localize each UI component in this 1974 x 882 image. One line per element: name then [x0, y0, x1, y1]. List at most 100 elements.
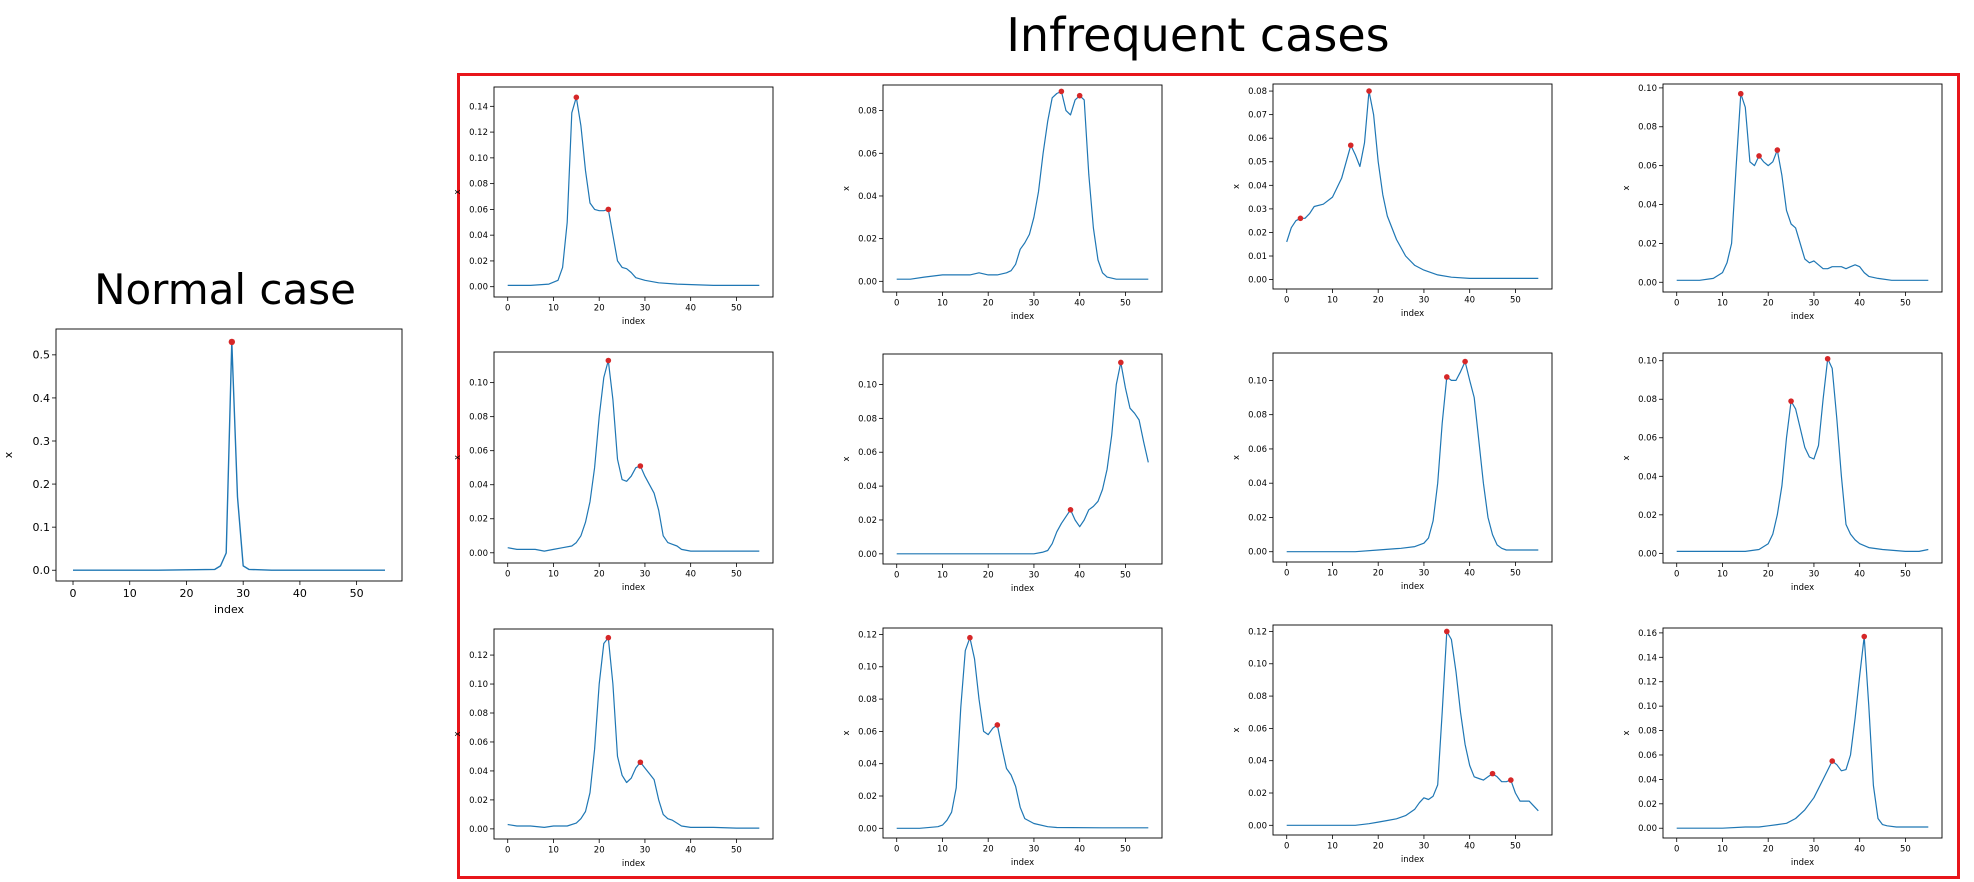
- x-tick-label: 40: [1854, 299, 1865, 309]
- series-line: [1676, 358, 1929, 552]
- y-tick-label: 0.00: [1248, 548, 1267, 558]
- y-tick-label: 0.12: [1638, 678, 1657, 688]
- y-tick-label: 0.08: [1248, 692, 1267, 702]
- series-line: [1286, 90, 1539, 279]
- x-tick-label: 20: [983, 845, 994, 855]
- subplot-r3c3: 0 10 20 30 40 50 0.00 0.02 0.04 0.06 0.08 0.10 0.12 i…: [1232, 624, 1553, 865]
- y-tick-label: 0.07: [1248, 111, 1267, 121]
- y-tick-label: 0.02: [858, 792, 877, 802]
- x-tick-label: 0: [1284, 842, 1289, 852]
- peak-marker: [994, 722, 1001, 728]
- x-tick-label: 10: [548, 304, 559, 314]
- y-tick-label: 0.04: [1248, 479, 1267, 489]
- y-tick-label: 0.00: [1248, 821, 1267, 831]
- y-tick-label: 0.04: [858, 192, 877, 202]
- peak-marker: [1774, 147, 1781, 153]
- y-tick-label: 0.10: [1248, 376, 1267, 386]
- plot-frame: [493, 628, 774, 840]
- series-line: [507, 359, 760, 552]
- x-tick-label: 0: [1674, 845, 1679, 855]
- y-tick-label: 0.08: [1638, 727, 1657, 737]
- y-axis-label: x: [1232, 455, 1242, 460]
- x-tick-label: 20: [1763, 845, 1774, 855]
- plot-frame: [493, 351, 774, 564]
- y-tick-label: 0.08: [469, 413, 488, 423]
- y-tick-label: 0.00: [469, 549, 488, 559]
- peak-marker: [1508, 777, 1514, 783]
- y-tick-label: 0.01: [1248, 252, 1267, 262]
- peak-marker: [1788, 398, 1794, 404]
- y-tick-label: 0.00: [1638, 278, 1657, 288]
- y-tick-label: 0.06: [469, 447, 488, 457]
- peak-marker: [1347, 142, 1354, 149]
- y-tick-label: 0.08: [1248, 87, 1267, 97]
- x-tick-label: 0: [1284, 569, 1289, 579]
- x-tick-label: 20: [594, 570, 605, 580]
- subplot-r3c2: 0 10 20 30 40 50 0.00 0.02 0.04 0.06 0.08 0.10 0.12 i…: [842, 627, 1163, 868]
- y-tick-label: 0.08: [469, 180, 488, 190]
- x-tick-label: 40: [1464, 842, 1475, 852]
- x-tick-label: 0: [505, 570, 510, 580]
- peak-marker: [1058, 88, 1065, 95]
- y-tick-label: 0.00: [469, 825, 488, 835]
- x-tick-label: 40: [685, 846, 696, 856]
- x-axis-label: index: [214, 603, 245, 616]
- plot-frame: [882, 627, 1163, 839]
- peak-marker: [1067, 507, 1074, 513]
- subplot-r2c1: 0 10 20 30 40 50 0.00 0.02 0.04 0.06 0.08 0.10 index…: [453, 351, 774, 593]
- y-axis-label: x: [1232, 184, 1242, 189]
- x-tick-label: 10: [1717, 845, 1728, 855]
- series-line: [1676, 93, 1929, 281]
- plot-frame: [1272, 352, 1553, 563]
- y-tick-label: 0.04: [469, 767, 488, 777]
- y-tick-label: 0.12: [858, 630, 877, 640]
- series-line: [896, 361, 1149, 555]
- subplot-r1c3: 0 10 20 30 40 50 0.00 0.01 0.02 0.03 0.04 0.05 0.06 0…: [1232, 83, 1553, 319]
- y-axis-label: x: [1622, 730, 1632, 735]
- y-axis-label: x: [842, 456, 852, 461]
- y-tick-label: 0.04: [469, 481, 488, 491]
- x-tick-label: 10: [123, 587, 137, 600]
- plot-frame: [1272, 624, 1553, 836]
- x-tick-label: 40: [293, 587, 307, 600]
- y-tick-label: 0.08: [1638, 123, 1657, 133]
- y-axis-label: x: [2, 451, 15, 458]
- x-tick-label: 0: [894, 299, 899, 309]
- series-line: [896, 90, 1149, 280]
- peak-marker: [967, 634, 973, 641]
- y-tick-label: 0.08: [858, 695, 877, 705]
- x-axis-label: index: [1791, 858, 1814, 868]
- x-tick-label: 30: [640, 304, 651, 314]
- y-tick-label: 0.02: [469, 796, 488, 806]
- peak-marker: [1444, 628, 1450, 635]
- y-tick-label: 0.08: [1638, 395, 1657, 405]
- x-tick-label: 50: [1900, 299, 1911, 309]
- x-tick-label: 10: [937, 299, 948, 309]
- x-tick-label: 50: [1900, 845, 1911, 855]
- peak-marker: [1829, 758, 1836, 764]
- y-axis-label: x: [1622, 455, 1632, 460]
- peak-marker: [637, 759, 644, 766]
- x-tick-label: 50: [731, 304, 742, 314]
- y-tick-label: 0.06: [1248, 445, 1267, 455]
- x-axis-label: index: [622, 317, 645, 327]
- x-tick-label: 10: [548, 846, 559, 856]
- x-tick-label: 20: [983, 299, 994, 309]
- y-axis-label: x: [1232, 727, 1242, 732]
- y-tick-label: 0.02: [469, 257, 488, 267]
- x-tick-label: 30: [640, 846, 651, 856]
- y-tick-label: 0.16: [1638, 629, 1657, 639]
- peak-marker: [605, 206, 612, 213]
- y-tick-label: 0.3: [33, 435, 51, 448]
- peak-marker: [1118, 359, 1124, 366]
- x-tick-label: 30: [1029, 299, 1040, 309]
- y-tick-label: 0.00: [1248, 276, 1267, 286]
- x-tick-label: 0: [1674, 299, 1679, 309]
- y-tick-label: 0.06: [1638, 751, 1657, 761]
- x-tick-label: 0: [70, 587, 77, 600]
- series-line: [1676, 635, 1929, 829]
- y-tick-label: 0.02: [1638, 800, 1657, 810]
- x-tick-label: 50: [1510, 569, 1521, 579]
- x-tick-label: 20: [983, 571, 994, 581]
- y-tick-label: 0.00: [1638, 824, 1657, 834]
